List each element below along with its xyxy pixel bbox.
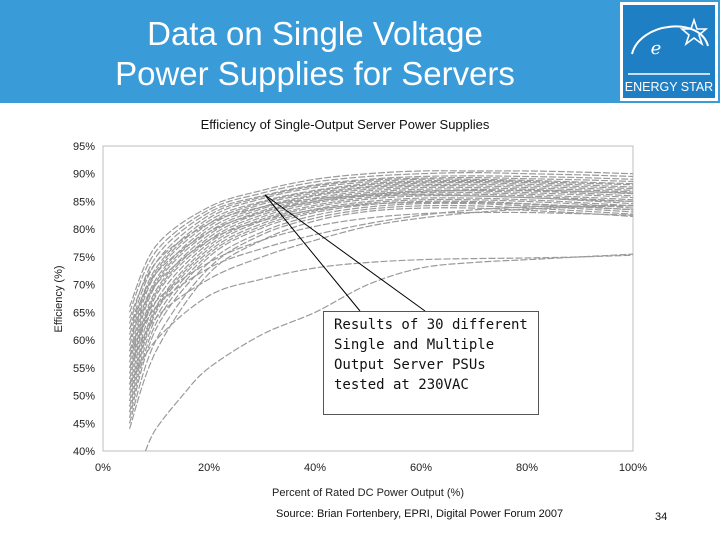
x-tick-label: 0% — [95, 462, 111, 474]
y-tick-label: 60% — [73, 335, 95, 347]
efficiency-curve — [128, 201, 634, 341]
y-tick-label: 75% — [73, 252, 95, 264]
y-tick-label: 95% — [73, 141, 95, 153]
callout-line: Output Server PSUs — [334, 357, 486, 373]
efficiency-curve — [128, 175, 634, 324]
y-tick-label: 50% — [73, 391, 95, 403]
efficiency-curve — [144, 253, 634, 452]
source-note: Source: Brian Fortenbery, EPRI, Digital … — [276, 508, 564, 520]
efficiency-curve — [128, 207, 634, 429]
efficiency-curve — [128, 170, 634, 308]
curves — [128, 170, 634, 452]
svg-text:ENERGY STAR: ENERGY STAR — [625, 80, 713, 94]
y-tick-label: 55% — [73, 363, 95, 375]
x-tick-label: 60% — [410, 462, 432, 474]
energy-star-logo: e ENERGY STAR — [620, 2, 718, 101]
efficiency-curve — [128, 204, 634, 357]
svg-text:e: e — [651, 38, 662, 59]
y-tick-labels: 40% 45% 50% 55% 60% 65% 70% 75% 80% 85% 90% 95% — [73, 141, 95, 458]
x-tick-label: 100% — [619, 462, 647, 474]
slide-title-line2: Power Supplies for Servers — [115, 55, 515, 92]
efficiency-curve — [128, 194, 634, 319]
efficiency-curve — [128, 171, 634, 313]
efficiency-curve — [128, 178, 634, 335]
efficiency-curve — [128, 185, 634, 363]
y-tick-label: 85% — [73, 196, 95, 208]
chart-title: Efficiency of Single-Output Server Power… — [201, 117, 490, 132]
efficiency-curve — [128, 179, 634, 341]
y-tick-label: 40% — [73, 446, 95, 458]
callout-line: tested at 230VAC — [334, 377, 469, 393]
callout-pointer-left — [264, 194, 361, 312]
x-tick-labels: 0% 20% 40% 60% 80% 100% — [95, 462, 647, 474]
efficiency-curve — [128, 254, 634, 385]
efficiency-curve — [128, 181, 634, 352]
slide-title: Data on Single Voltage Power Supplies fo… — [60, 14, 570, 94]
callout-line: Single and Multiple — [334, 337, 495, 353]
y-tick-label: 45% — [73, 418, 95, 430]
efficiency-curve — [128, 183, 634, 357]
efficiency-curve — [128, 211, 634, 352]
x-axis-label: Percent of Rated DC Power Output (%) — [272, 487, 464, 499]
y-tick-label: 70% — [73, 280, 95, 292]
y-tick-label: 65% — [73, 307, 95, 319]
callout-pointer-right — [264, 194, 426, 312]
efficiency-curve — [128, 198, 634, 407]
x-tick-label: 40% — [304, 462, 326, 474]
slide-title-line1: Data on Single Voltage — [147, 15, 483, 52]
y-tick-label: 90% — [73, 169, 95, 181]
page-number: 34 — [655, 511, 668, 523]
y-tick-label: 80% — [73, 224, 95, 236]
efficiency-curve — [128, 189, 634, 330]
efficiency-curve — [128, 188, 634, 374]
x-tick-label: 20% — [198, 462, 220, 474]
y-axis-label: Efficiency (%) — [53, 265, 65, 332]
callout-box: Results of 30 different Single and Multi… — [323, 311, 539, 415]
efficiency-chart: Efficiency of Single-Output Server Power… — [53, 117, 647, 499]
title-bar: Data on Single Voltage Power Supplies fo… — [0, 0, 720, 103]
x-tick-label: 80% — [516, 462, 538, 474]
efficiency-curve — [128, 176, 634, 330]
callout-line: Results of 30 different — [334, 317, 528, 333]
efficiency-curve — [128, 205, 634, 369]
efficiency-curve — [128, 180, 634, 346]
efficiency-curve — [128, 191, 634, 385]
efficiency-curve — [128, 193, 634, 391]
